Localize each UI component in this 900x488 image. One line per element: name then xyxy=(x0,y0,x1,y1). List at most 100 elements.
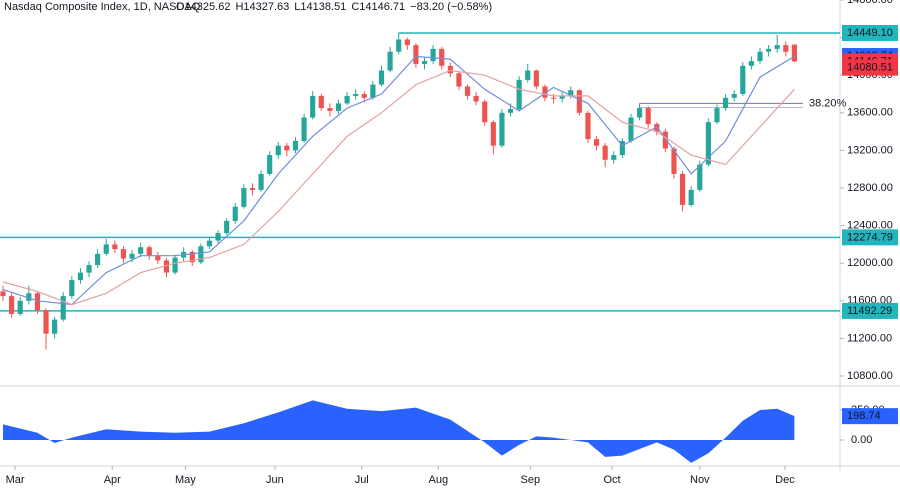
y-tick-label: 13200.00 xyxy=(847,144,893,156)
candle-body xyxy=(404,39,410,46)
candle-body xyxy=(697,164,703,190)
candle-body xyxy=(60,296,66,320)
y-tick-label: 12800.00 xyxy=(847,182,893,194)
x-tick-label: Jul xyxy=(355,474,369,486)
candle-body xyxy=(301,117,307,141)
candle-body xyxy=(550,97,557,99)
candle-body xyxy=(52,319,58,334)
candle-body xyxy=(146,247,152,256)
candle-body xyxy=(766,48,772,52)
candle-body xyxy=(559,95,565,99)
y-tick-label: 14800.00 xyxy=(847,0,893,6)
candle-body xyxy=(17,300,23,314)
x-tick-label: Nov xyxy=(690,474,710,486)
candle-body xyxy=(774,45,780,49)
y-tick-label: 12000.00 xyxy=(847,257,893,269)
candle-body xyxy=(783,45,789,52)
candle-body xyxy=(26,293,32,301)
candle-body xyxy=(791,44,797,62)
candle-body xyxy=(370,84,376,98)
candle-body xyxy=(542,86,548,98)
candle-body xyxy=(645,108,651,125)
header-text: O xyxy=(176,1,185,13)
candle-body xyxy=(421,61,428,64)
candle-body xyxy=(163,260,170,273)
candle-body xyxy=(714,108,720,123)
candle-body xyxy=(241,188,247,207)
header-text: L xyxy=(294,1,300,13)
candle-body xyxy=(34,293,40,311)
x-tick-label: Dec xyxy=(775,474,795,486)
candle-body xyxy=(378,70,385,85)
header-text: 14138.51 xyxy=(300,1,346,13)
candle-body xyxy=(353,94,359,96)
candle-body xyxy=(705,122,711,165)
y-tick-label: 13600.00 xyxy=(847,107,893,119)
candle-body xyxy=(568,90,574,96)
candle-body xyxy=(310,95,316,118)
candle-body xyxy=(464,86,471,96)
x-tick-label: Mar xyxy=(6,474,25,486)
candle-body xyxy=(430,48,436,62)
candle-body xyxy=(335,103,342,111)
candle-body xyxy=(344,95,350,104)
candle-body xyxy=(516,79,522,110)
x-tick-label: Apr xyxy=(104,474,121,486)
x-tick-label: May xyxy=(175,474,196,486)
candle-body xyxy=(619,141,625,156)
candle-body xyxy=(327,108,333,111)
candle-body xyxy=(611,155,617,160)
candle-body xyxy=(361,94,367,98)
candle-body xyxy=(473,95,479,102)
moving-average xyxy=(2,55,795,306)
level-label: 11492.29 xyxy=(847,305,892,317)
candle-body xyxy=(189,251,195,263)
candle-body xyxy=(740,65,746,94)
level-label: 14449.10 xyxy=(847,27,893,39)
candle-body xyxy=(258,173,264,190)
candle-body xyxy=(318,95,324,109)
osc-last-box xyxy=(842,408,898,425)
y-tick-label: 11200.00 xyxy=(847,332,892,344)
candle-body xyxy=(585,112,591,140)
candle-body xyxy=(267,155,273,174)
osc-y-tick-label: 0.00 xyxy=(851,434,872,446)
candle-body xyxy=(456,73,462,87)
level-label-box xyxy=(842,302,898,319)
candle-body xyxy=(525,70,531,80)
fib-label: 38.20% xyxy=(809,97,847,109)
header-text: 14327.63 xyxy=(243,1,289,13)
candle-body xyxy=(447,65,453,74)
candle-body xyxy=(138,247,144,254)
candle-body xyxy=(636,108,643,118)
candle-body xyxy=(232,206,238,221)
candle-body xyxy=(69,280,75,297)
candle-body xyxy=(748,61,754,66)
level-label: 12274.79 xyxy=(847,231,893,243)
candle-body xyxy=(198,246,204,263)
candle-body xyxy=(215,233,221,241)
candle-body xyxy=(172,257,178,273)
candle-body xyxy=(413,45,419,64)
candle-body xyxy=(275,145,281,156)
symbol-title: Nasdaq Composite Index, 1D, NASDAQ xyxy=(4,1,201,13)
candle-body xyxy=(129,253,135,259)
candle-body xyxy=(284,145,290,151)
candle-body xyxy=(292,141,299,151)
x-tick-label: Oct xyxy=(603,474,620,486)
candle-body xyxy=(662,131,668,149)
candle-body xyxy=(43,310,49,334)
candle-body xyxy=(499,112,505,146)
candle-body xyxy=(723,97,729,109)
candle-body xyxy=(439,48,445,66)
candle-body xyxy=(628,117,634,141)
candle-body xyxy=(86,265,92,273)
candle-body xyxy=(120,249,127,259)
candle-body xyxy=(671,148,677,174)
candle-body xyxy=(155,255,161,261)
x-tick-label: Sep xyxy=(521,474,541,486)
candle-body xyxy=(103,244,109,254)
header-text: H xyxy=(235,1,243,13)
level-label-box xyxy=(842,24,898,41)
price-label: 14080.51 xyxy=(847,62,893,74)
